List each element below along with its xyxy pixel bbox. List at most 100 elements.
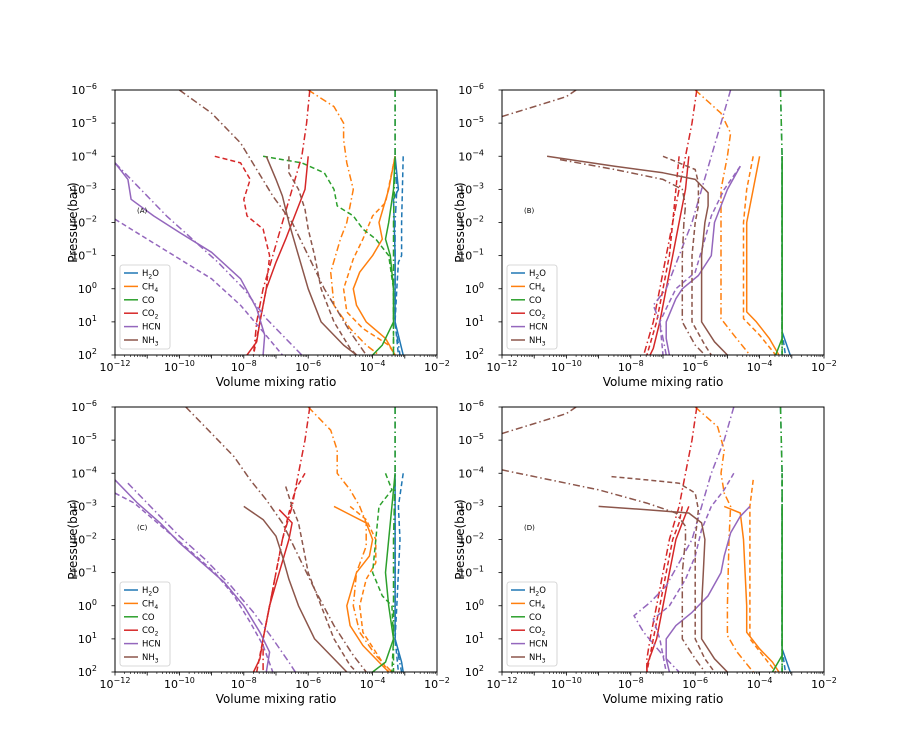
panel-3: 10−12 10−10 10−8 10−6 10−4 10−2 10−6 10−5 10−4 10… xyxy=(453,399,837,706)
panel-label: (C) xyxy=(137,524,148,532)
series-ch4-dashed xyxy=(749,479,777,672)
series-ch4-solid xyxy=(333,505,390,672)
series-co2-dashed xyxy=(646,506,684,672)
series-h2o-dashdot xyxy=(394,407,403,672)
series-h2o-dashed xyxy=(394,156,404,355)
series-ch4-dashed xyxy=(742,156,777,355)
series-hcn-dashdot xyxy=(115,162,303,355)
series-h2o-solid xyxy=(392,156,404,355)
x-tick-label: 10−4 xyxy=(747,676,773,691)
y-tick-label: 10−6 xyxy=(71,82,97,97)
y-tick-label: 102 xyxy=(78,347,97,362)
x-tick-label: 10−10 xyxy=(551,676,582,691)
x-tick-label: 10−4 xyxy=(360,359,386,374)
legend-label-hcn: HCN xyxy=(142,323,161,333)
x-tick-label: 10−10 xyxy=(164,359,195,374)
y-tick-label: 10−3 xyxy=(458,181,484,196)
y-axis-label: Pressure(bar) xyxy=(453,182,467,263)
series-co-solid xyxy=(372,156,396,355)
series-co-solid xyxy=(372,473,396,672)
series-hcn-dashed xyxy=(115,492,274,672)
series-nh3-solid xyxy=(598,505,728,672)
y-tick-label: 101 xyxy=(78,631,97,646)
legend-label-co: CO xyxy=(142,296,155,306)
x-tick-label: 10−10 xyxy=(164,676,195,691)
x-tick-label: 10−4 xyxy=(747,359,773,374)
series-ch4-dashed xyxy=(342,156,396,355)
y-tick-label: 10−5 xyxy=(458,115,484,130)
series-nh3-dashed xyxy=(662,155,712,355)
legend-label-ch4: CH4 xyxy=(142,599,158,611)
series-ch4-solid xyxy=(723,505,780,672)
x-tick-label: 10−4 xyxy=(360,676,386,691)
series-h2o-solid xyxy=(781,156,791,355)
x-tick-label: 10−6 xyxy=(295,676,321,691)
legend-label-nh3: NH3 xyxy=(142,653,159,665)
series-nh3-dashed xyxy=(288,156,358,355)
x-tick-label: 10−2 xyxy=(811,676,837,691)
series-nh3-dashdot xyxy=(502,407,577,435)
legend-label-hcn: HCN xyxy=(529,323,548,333)
series-hcn-dashed xyxy=(115,218,283,355)
legend-label-co2: CO2 xyxy=(142,309,159,321)
x-tick-label: 10−12 xyxy=(487,359,518,374)
y-tick-label: 100 xyxy=(78,281,97,296)
series-nh3-dashed xyxy=(284,486,358,672)
series-co-dashed xyxy=(262,155,395,355)
legend-label-nh3: NH3 xyxy=(529,336,546,348)
legend-label-ch4: CH4 xyxy=(529,282,545,294)
series-hcn-dashdot xyxy=(127,482,296,672)
panel-label: (B) xyxy=(524,207,535,215)
y-tick-label: 10−4 xyxy=(71,148,97,163)
x-tick-label: 10−6 xyxy=(682,359,708,374)
y-tick-label: 10−4 xyxy=(458,148,484,163)
series-co2-dashdot xyxy=(252,90,311,355)
panel-2-lines xyxy=(115,407,404,672)
y-tick-label: 101 xyxy=(465,631,484,646)
y-axis-label: Pressure(bar) xyxy=(66,499,80,580)
y-tick-label: 10−3 xyxy=(71,498,97,513)
series-hcn-solid xyxy=(665,165,741,355)
y-tick-label: 100 xyxy=(465,598,484,613)
y-tick-label: 10−3 xyxy=(71,181,97,196)
x-tick-label: 10−12 xyxy=(100,676,131,691)
legend-label-co2: CO2 xyxy=(529,626,546,638)
series-hcn-dashdot xyxy=(652,90,732,355)
y-tick-label: 101 xyxy=(465,314,484,329)
y-tick-label: 10−6 xyxy=(71,399,97,414)
series-hcn-solid xyxy=(665,505,751,672)
panel-0: 10−12 10−10 10−8 10−6 10−4 10−2 10−6 10−5 10−4 10… xyxy=(66,82,450,389)
series-co-solid xyxy=(771,506,783,672)
x-axis-label: Volume mixing ratio xyxy=(216,692,337,706)
series-ch4-solid xyxy=(745,156,780,355)
series-nh3-solid xyxy=(243,505,348,672)
x-tick-label: 10−2 xyxy=(424,676,450,691)
panel-1-lines xyxy=(502,90,791,355)
series-co-dashed xyxy=(371,473,395,672)
series-ch4-solid xyxy=(352,156,396,355)
series-co2-solid xyxy=(649,156,690,355)
series-ch4-dashed xyxy=(349,505,390,672)
panel-0-lines xyxy=(115,90,404,355)
series-hcn-solid xyxy=(115,479,271,672)
legend-label-co2: CO2 xyxy=(142,626,159,638)
series-co2-dashdot xyxy=(262,407,311,672)
x-tick-label: 10−6 xyxy=(295,359,321,374)
y-tick-label: 10−1 xyxy=(458,248,484,263)
series-nh3-dashdot xyxy=(502,90,577,118)
panel-label: (D) xyxy=(524,524,535,532)
y-tick-label: 10−5 xyxy=(71,432,97,447)
legend-label-co: CO xyxy=(529,296,542,306)
series-co2-dashdot xyxy=(646,407,698,672)
legend-label-h2o: H2O xyxy=(529,586,546,598)
y-tick-label: 10−2 xyxy=(71,215,97,230)
series-nh3-dashdot xyxy=(502,469,706,672)
y-tick-label: 102 xyxy=(465,347,484,362)
x-axis-label: Volume mixing ratio xyxy=(603,692,724,706)
legend-label-h2o: H2O xyxy=(142,269,159,281)
x-axis-label: Volume mixing ratio xyxy=(216,375,337,389)
legend-label-h2o: H2O xyxy=(529,269,546,281)
legend-label-co2: CO2 xyxy=(529,309,546,321)
y-tick-label: 10−2 xyxy=(458,532,484,547)
series-co-dashdot xyxy=(779,407,783,672)
